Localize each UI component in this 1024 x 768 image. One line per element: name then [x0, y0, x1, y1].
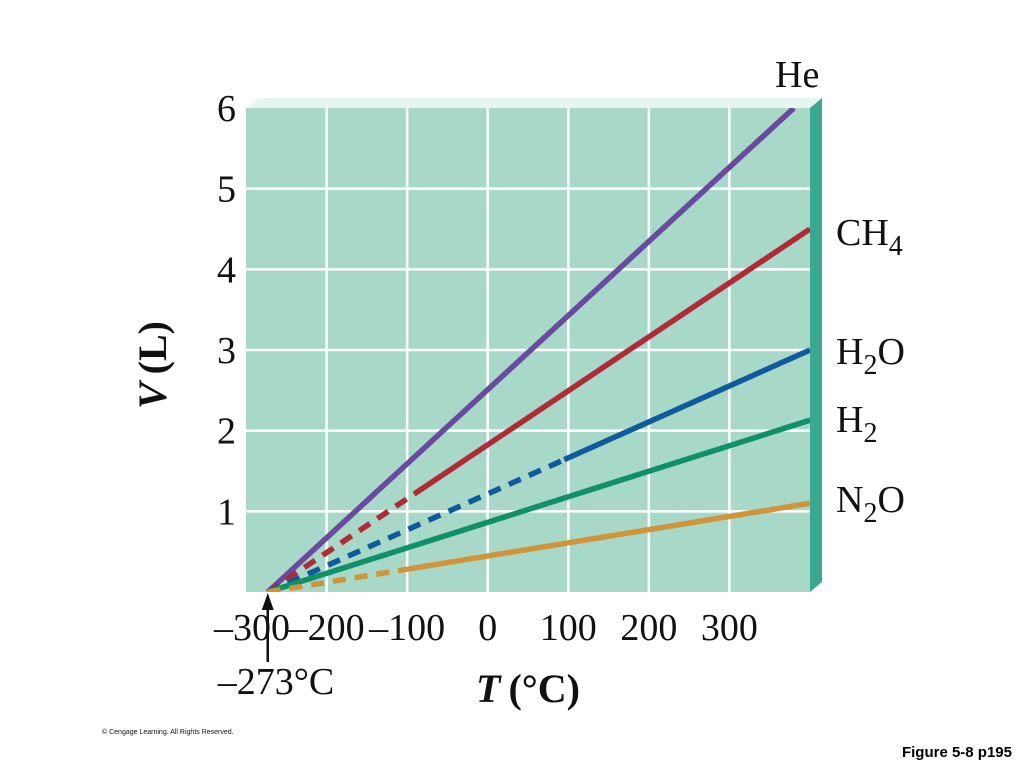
- grid-lines: [246, 108, 810, 592]
- absolute-zero-label: –273°C: [217, 661, 335, 703]
- series-label-h2: H2: [836, 399, 877, 449]
- copyright-notice: © Cengage Learning. All Rights Reserved.: [102, 729, 234, 736]
- y-axis-title: V(L): [130, 321, 175, 409]
- series-labels: He CH4 H2O H2 N2O: [775, 54, 905, 529]
- series-dashed-segment: [266, 457, 566, 592]
- series-label-h2o: H2O: [836, 331, 905, 381]
- series-solid-segment: [266, 417, 810, 592]
- y-tick-label: 6: [217, 88, 236, 130]
- x-tick-label: 100: [540, 607, 597, 649]
- series-n2o-line: [267, 500, 810, 592]
- absolute-zero-annotation: –273°C: [217, 593, 335, 703]
- series-dashed-segment: [267, 566, 408, 592]
- series-lines: [265, 108, 810, 592]
- y-tick-label: 2: [217, 411, 236, 453]
- series-ch4-line: [266, 226, 810, 592]
- x-axis-title: T (°C): [476, 666, 580, 711]
- series-solid-segment: [563, 347, 810, 463]
- y-tick-label: 4: [217, 249, 236, 291]
- x-tick-label: 300: [701, 607, 758, 649]
- series-solid-segment: [413, 226, 810, 496]
- x-tick-label: –300: [213, 607, 290, 649]
- plot-top-edge: [246, 98, 822, 108]
- x-tick-label: –100: [368, 607, 445, 649]
- series-label-he: He: [775, 54, 819, 96]
- series-solid-segment: [265, 108, 796, 592]
- series-label-ch4: CH4: [836, 212, 903, 262]
- x-tick-label: 0: [478, 607, 497, 649]
- plot-side-panel: [810, 98, 822, 592]
- figure-caption: Figure 5-8 p195: [901, 744, 1012, 761]
- y-tick-label: 5: [217, 169, 236, 211]
- x-tick-labels: –300–200 –100 0 100 200 300: [213, 607, 758, 649]
- y-tick-label: 3: [217, 330, 236, 372]
- series-h2-line: [266, 417, 810, 592]
- series-h2o-line: [266, 347, 810, 592]
- series-dashed-segment: [266, 491, 417, 592]
- absolute-zero-arrowhead: [261, 593, 274, 610]
- series-he-line: [265, 108, 796, 592]
- series-label-n2o: N2O: [836, 479, 905, 529]
- y-tick-labels: 1 2 3 4 5 6: [217, 88, 236, 533]
- series-solid-segment: [406, 500, 810, 572]
- x-tick-label: 200: [620, 607, 677, 649]
- x-tick-label: –200: [288, 607, 365, 649]
- y-tick-label: 1: [217, 491, 236, 533]
